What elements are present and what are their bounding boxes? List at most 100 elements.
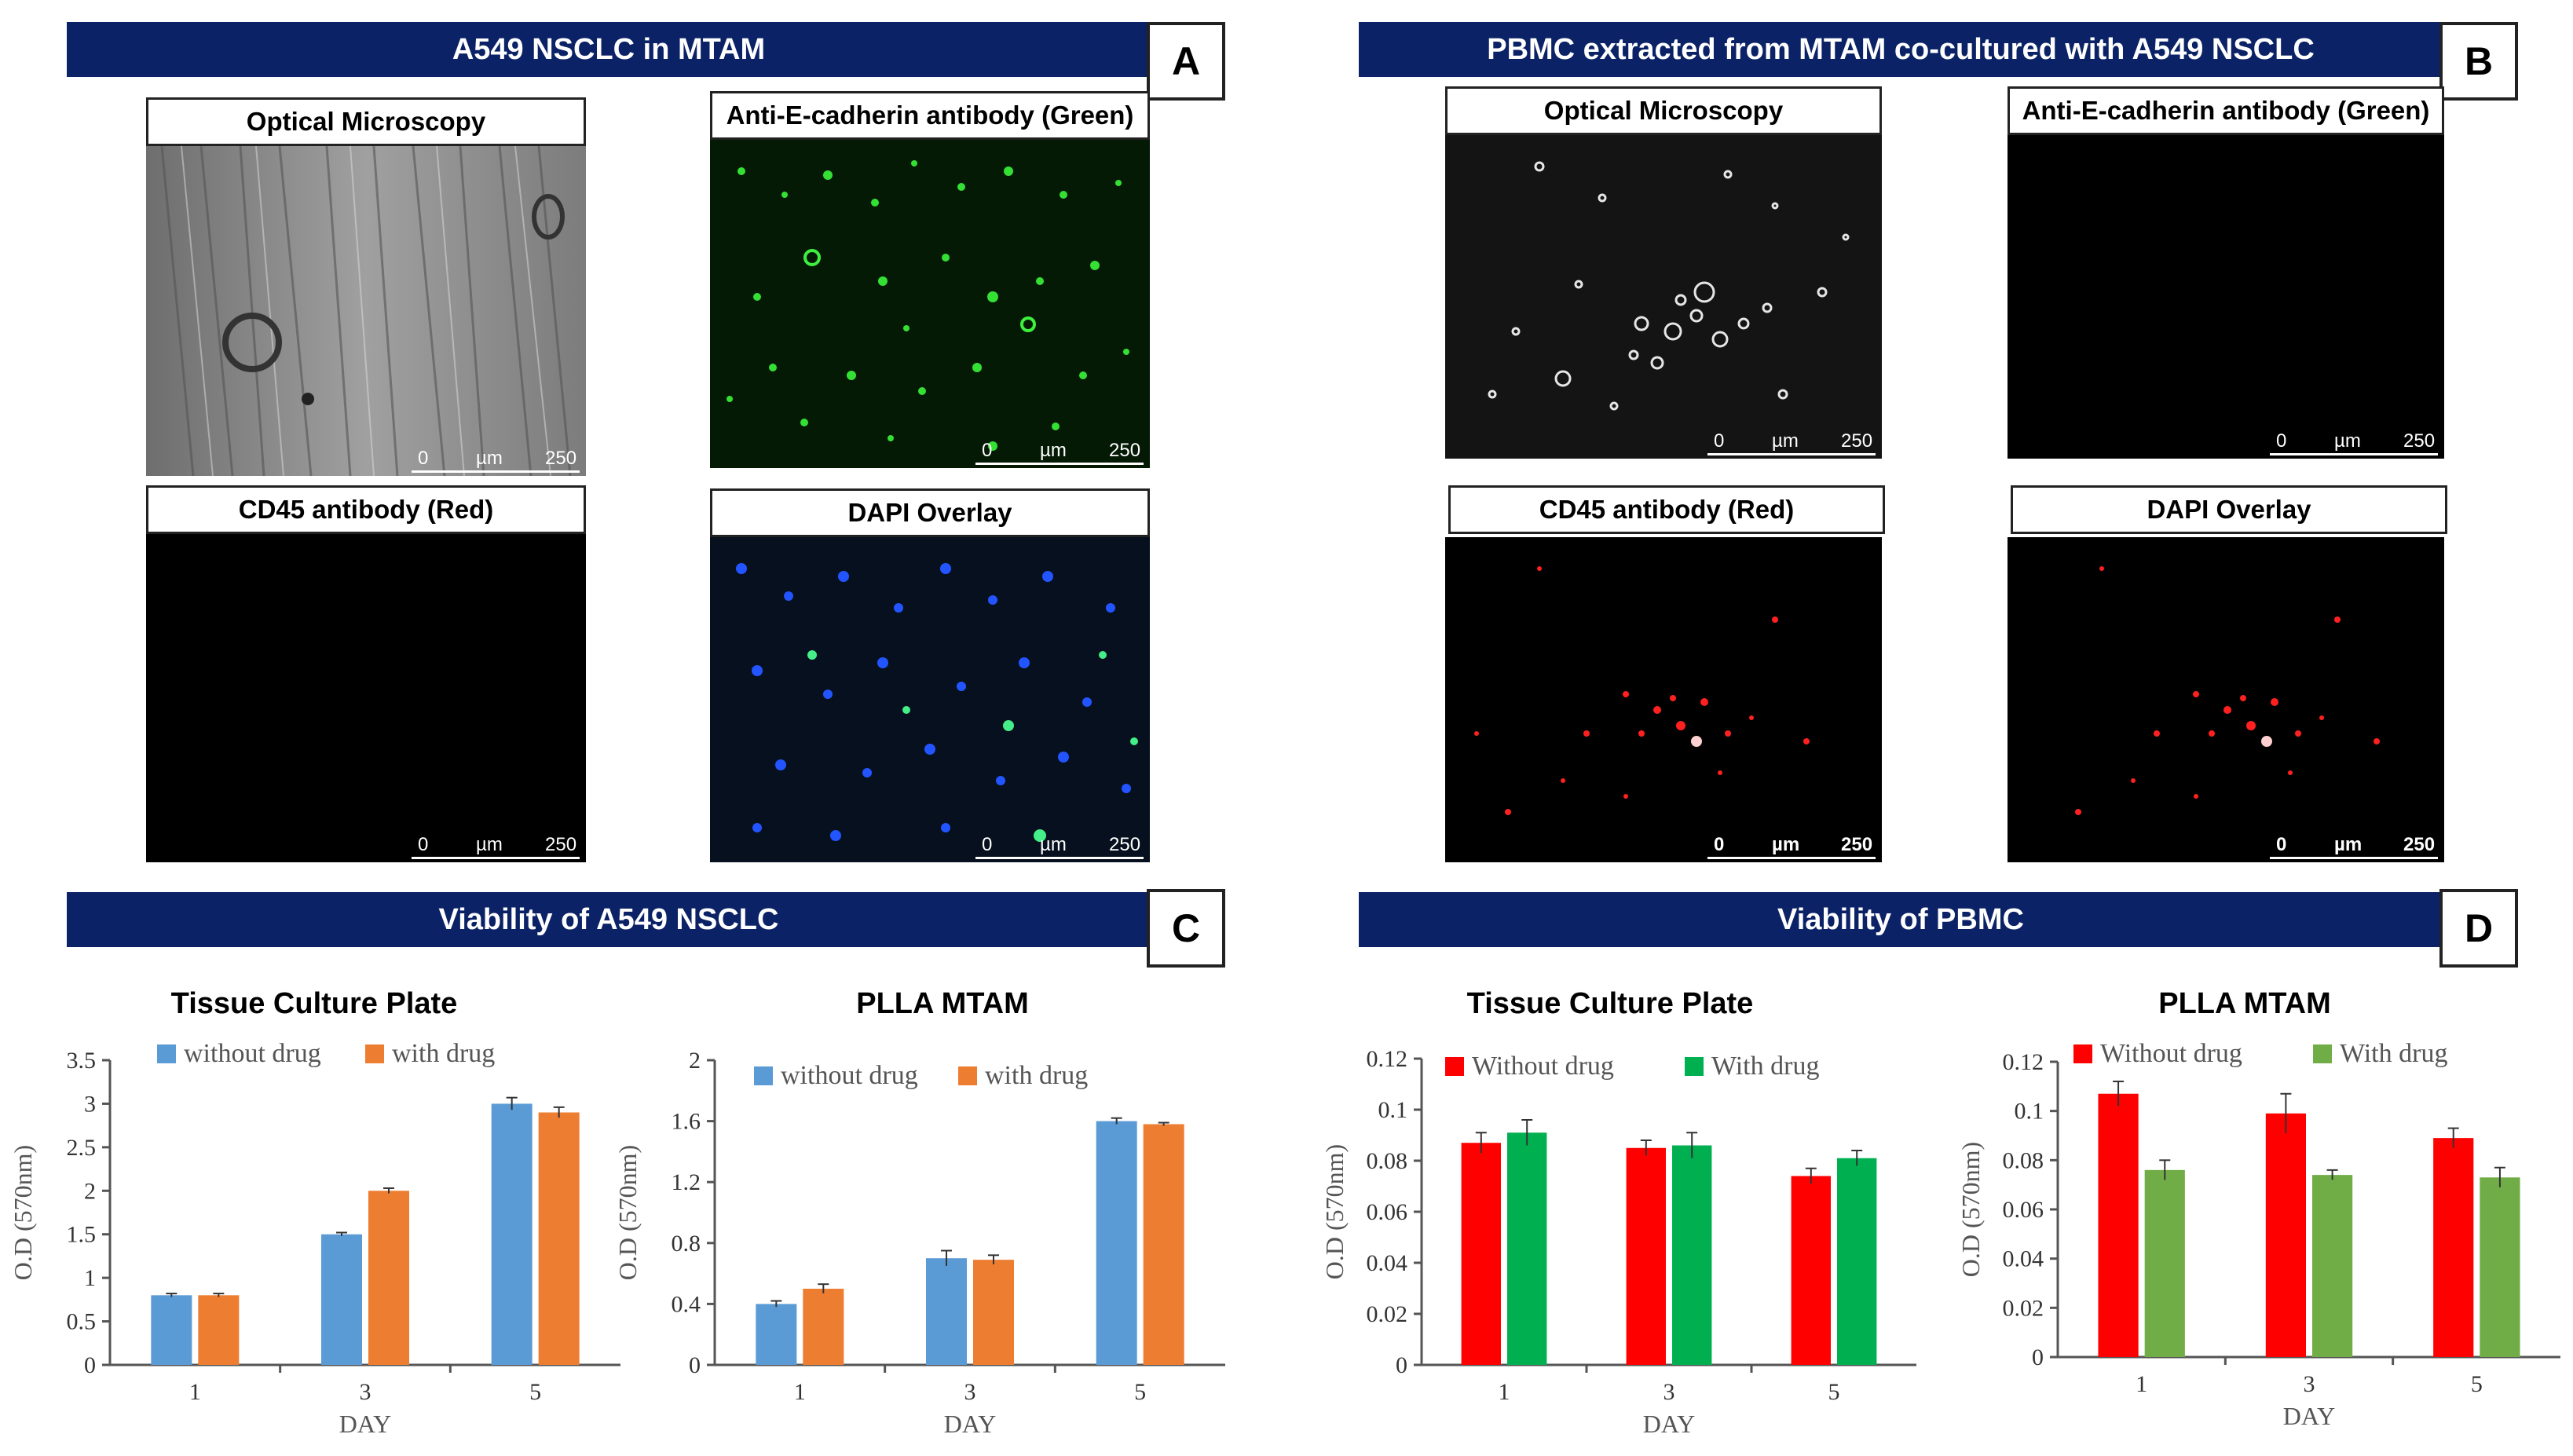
panel-a-image-title-ecadherin: Anti-E-cadherin antibody (Green) bbox=[710, 91, 1150, 140]
bar bbox=[2144, 1169, 2185, 1357]
legend-label: With drug bbox=[1711, 1052, 1819, 1081]
red-cells bbox=[1474, 566, 1810, 815]
y-tick-label: 0 bbox=[2032, 1344, 2044, 1370]
bar bbox=[491, 1103, 533, 1365]
chart-title: PLLA MTAM bbox=[856, 987, 1029, 1020]
chart-c-tissue-culture: Tissue Culture Plate without drug with dru… bbox=[0, 974, 628, 1456]
bar bbox=[368, 1191, 409, 1365]
panel-b-image-title-cd45: CD45 antibody (Red) bbox=[1448, 485, 1885, 534]
panel-a-image-title-optical: Optical Microscopy bbox=[146, 97, 586, 146]
panel-d-banner: Viability of PBMC bbox=[1359, 892, 2443, 947]
panel-a-letter: A bbox=[1147, 22, 1225, 101]
x-axis-label: DAY bbox=[339, 1410, 391, 1438]
scale-bar: 0 µm 250 bbox=[968, 437, 1150, 468]
legend-label: without drug bbox=[184, 1039, 321, 1068]
bar bbox=[973, 1260, 1014, 1365]
scale-bar: 0 µm 250 bbox=[404, 444, 586, 476]
y-tick-label: 1.6 bbox=[672, 1109, 701, 1135]
y-tick-label: 2.5 bbox=[67, 1135, 97, 1161]
scale-bar: 0 µm 250 bbox=[968, 831, 1150, 862]
y-tick-label: 0.06 bbox=[2003, 1197, 2044, 1223]
legend-swatch bbox=[157, 1044, 176, 1063]
bar bbox=[756, 1304, 797, 1365]
panel-a-banner: A549 NSCLC in MTAM bbox=[67, 22, 1151, 77]
bar bbox=[2480, 1177, 2520, 1357]
chart-title: PLLA MTAM bbox=[2158, 987, 2331, 1020]
bar bbox=[803, 1289, 844, 1365]
x-tick-label: 1 bbox=[189, 1379, 201, 1405]
panel-b-dapi-image: 0 µm 250 bbox=[2008, 537, 2444, 862]
bar bbox=[1626, 1147, 1666, 1365]
bar bbox=[321, 1234, 362, 1365]
x-tick-label: 3 bbox=[2304, 1371, 2315, 1397]
legend-label: Without drug bbox=[2100, 1039, 2242, 1068]
x-tick-label: 1 bbox=[794, 1379, 806, 1405]
y-tick-label: 0.04 bbox=[2003, 1246, 2044, 1272]
bar bbox=[2098, 1093, 2139, 1357]
y-tick-label: 0 bbox=[689, 1352, 701, 1378]
y-tick-label: 0 bbox=[84, 1352, 96, 1378]
y-tick-label: 0.12 bbox=[2003, 1049, 2044, 1075]
panel-a-optical-image: 0 µm 250 bbox=[146, 146, 586, 476]
bar bbox=[198, 1295, 240, 1365]
scale-bar: 0 µm 250 bbox=[2262, 427, 2444, 459]
x-tick-label: 3 bbox=[964, 1379, 976, 1405]
scale-bar: 0 µm 250 bbox=[2262, 831, 2444, 862]
chart-svg: PLLA MTAM Without drug With drug 0 0.02 0.04 0… bbox=[1956, 987, 2560, 1430]
legend-swatch bbox=[2313, 1044, 2332, 1063]
x-tick-label: 5 bbox=[2471, 1371, 2483, 1397]
bar bbox=[1461, 1143, 1501, 1365]
y-tick-label: 0 bbox=[1396, 1352, 1407, 1378]
y-tick-label: 1 bbox=[84, 1265, 96, 1291]
y-tick-label: 0.04 bbox=[1367, 1250, 1408, 1276]
green-cells bbox=[727, 160, 1129, 451]
y-tick-label: 2 bbox=[84, 1178, 96, 1204]
panel-a-image-title-cd45: CD45 antibody (Red) bbox=[146, 485, 586, 534]
panel-b-image-title-optical: Optical Microscopy bbox=[1445, 86, 1882, 135]
red-cells bbox=[2075, 566, 2380, 815]
y-axis-label: O.D (570nm) bbox=[613, 1145, 642, 1280]
y-axis-label: O.D (570nm) bbox=[1956, 1142, 1985, 1277]
y-tick-label: 0.08 bbox=[2003, 1147, 2044, 1173]
optical-cells bbox=[1488, 161, 1850, 411]
scale-bar: 0 µm 250 bbox=[1700, 831, 1882, 862]
panel-b-optical-image: 0 µm 250 bbox=[1445, 135, 1882, 459]
panel-a-ecadherin-image: 0 µm 250 bbox=[710, 140, 1150, 468]
chart-svg: Tissue Culture Plate without drug with dru… bbox=[9, 987, 620, 1438]
y-tick-label: 0.1 bbox=[1378, 1097, 1408, 1123]
legend-label: with drug bbox=[985, 1061, 1088, 1090]
x-tick-label: 3 bbox=[360, 1379, 371, 1405]
x-tick-label: 1 bbox=[1499, 1379, 1510, 1405]
chart-svg: PLLA MTAM without drug with drug 0 0.4 0.8 1.2… bbox=[613, 987, 1225, 1438]
y-tick-label: 0.5 bbox=[67, 1309, 97, 1335]
y-tick-label: 2 bbox=[689, 1048, 701, 1074]
legend-label: with drug bbox=[392, 1039, 495, 1068]
y-tick-label: 1.2 bbox=[672, 1169, 701, 1195]
chart-svg: Tissue Culture Plate Without drug With dru… bbox=[1320, 987, 1916, 1438]
bar bbox=[1143, 1124, 1184, 1365]
panel-b-ecadherin-image: 0 µm 250 bbox=[2008, 135, 2444, 459]
legend-swatch bbox=[2073, 1044, 2092, 1063]
panel-d-letter: D bbox=[2439, 889, 2518, 968]
legend-swatch bbox=[365, 1044, 384, 1063]
bar bbox=[538, 1112, 580, 1365]
panel-a-image-title-dapi: DAPI Overlay bbox=[710, 488, 1150, 537]
y-tick-label: 0.12 bbox=[1367, 1046, 1408, 1072]
x-tick-label: 5 bbox=[529, 1379, 541, 1405]
y-tick-label: 3.5 bbox=[67, 1048, 97, 1074]
bar bbox=[2433, 1138, 2474, 1357]
panel-b-banner: PBMC extracted from MTAM co-cultured wit… bbox=[1359, 22, 2443, 77]
bar bbox=[1507, 1132, 1547, 1365]
legend-label: without drug bbox=[781, 1061, 918, 1090]
scale-bar: 0 µm 250 bbox=[404, 831, 586, 862]
legend-swatch bbox=[1445, 1057, 1464, 1076]
panel-b-cd45-image: 0 µm 250 bbox=[1445, 537, 1882, 862]
dapi-cells bbox=[736, 563, 1138, 842]
bar bbox=[1096, 1121, 1137, 1365]
y-tick-label: 0.06 bbox=[1367, 1199, 1408, 1225]
scale-bar: 0 µm 250 bbox=[1700, 427, 1882, 459]
x-axis-label: DAY bbox=[1643, 1410, 1695, 1438]
bar bbox=[2265, 1113, 2306, 1357]
y-axis-label: O.D (570nm) bbox=[9, 1145, 37, 1280]
optical-texture bbox=[146, 146, 586, 476]
